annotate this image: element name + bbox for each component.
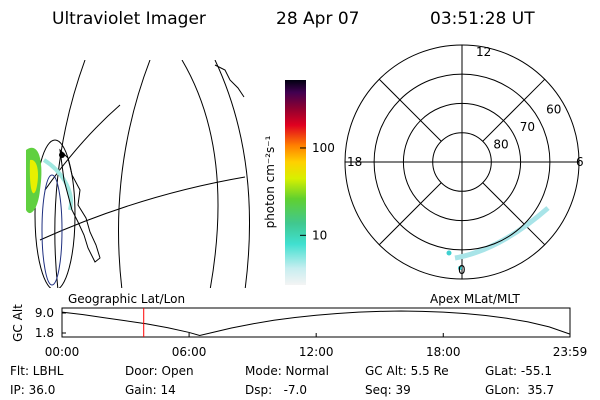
x-tick-label: 00:00	[45, 345, 80, 359]
map-grid	[44, 104, 121, 191]
map-grid	[41, 174, 63, 286]
map-title: Geographic Lat/Lon	[68, 292, 185, 306]
polar-ring-label: 60	[546, 102, 561, 116]
x-tick-label: 12:00	[299, 345, 334, 359]
coastline	[214, 64, 245, 98]
status-field: GLon: 35.7	[485, 383, 554, 397]
hour-label: 18	[347, 155, 362, 169]
polar-spoke	[482, 182, 546, 246]
colorbar	[285, 80, 306, 285]
map-grid	[118, 60, 151, 288]
colorbar-tick-label: 10	[312, 228, 327, 242]
status-field: IP: 36.0	[10, 383, 55, 397]
colorbar-tick-label: 100	[312, 141, 335, 155]
status-field: Seq: 39	[365, 383, 411, 397]
polar-ring-label: 80	[493, 137, 508, 151]
y-tick-label: 9.0	[35, 306, 54, 320]
aurora	[454, 206, 550, 261]
altitude-line	[61, 310, 571, 337]
polar-ring	[373, 73, 551, 251]
x-tick-label: 06:00	[172, 345, 207, 359]
polar-spoke	[378, 78, 442, 142]
y-tick-label: 1.8	[35, 326, 54, 340]
status-field: GC Alt: 5.5 Re	[365, 364, 449, 378]
geographic-map	[26, 60, 250, 288]
status-field: Gain: 14	[125, 383, 176, 397]
hour-label: 12	[476, 45, 491, 59]
polar-spoke	[482, 78, 546, 142]
polar-ring	[432, 132, 492, 192]
map-grid	[181, 60, 219, 288]
polar-ring-label: 70	[520, 120, 535, 134]
coastline	[59, 148, 101, 263]
status-field: GLat: -55.1	[485, 364, 552, 378]
status-field: Flt: LBHL	[10, 364, 64, 378]
altitude-ylabel: GC Alt	[11, 304, 25, 342]
status-field: Dsp: -7.0	[245, 383, 307, 397]
map-grid	[39, 176, 246, 241]
colorbar-label: photon cm⁻²s⁻¹	[263, 135, 277, 228]
map-marker	[59, 152, 65, 158]
time: 03:51:28 UT	[430, 9, 535, 29]
map-title: Apex MLat/MLT	[430, 292, 520, 306]
x-tick-label: 23:59	[553, 345, 588, 359]
aurora	[458, 266, 462, 270]
map-grid	[214, 60, 250, 288]
x-tick-label: 18:00	[426, 345, 461, 359]
status-field: Door: Open	[125, 364, 194, 378]
hour-label: 6	[576, 155, 584, 169]
instrument-title: Ultraviolet Imager	[52, 9, 206, 29]
polar-spoke	[378, 182, 442, 246]
hour-label: 0	[458, 263, 466, 277]
status-field: Mode: Normal	[245, 364, 329, 378]
polar-ring	[402, 102, 522, 222]
aurora	[29, 159, 38, 194]
date: 28 Apr 07	[276, 9, 359, 29]
aurora	[446, 250, 452, 256]
polar-plot: 12 18 6 0	[344, 44, 584, 280]
